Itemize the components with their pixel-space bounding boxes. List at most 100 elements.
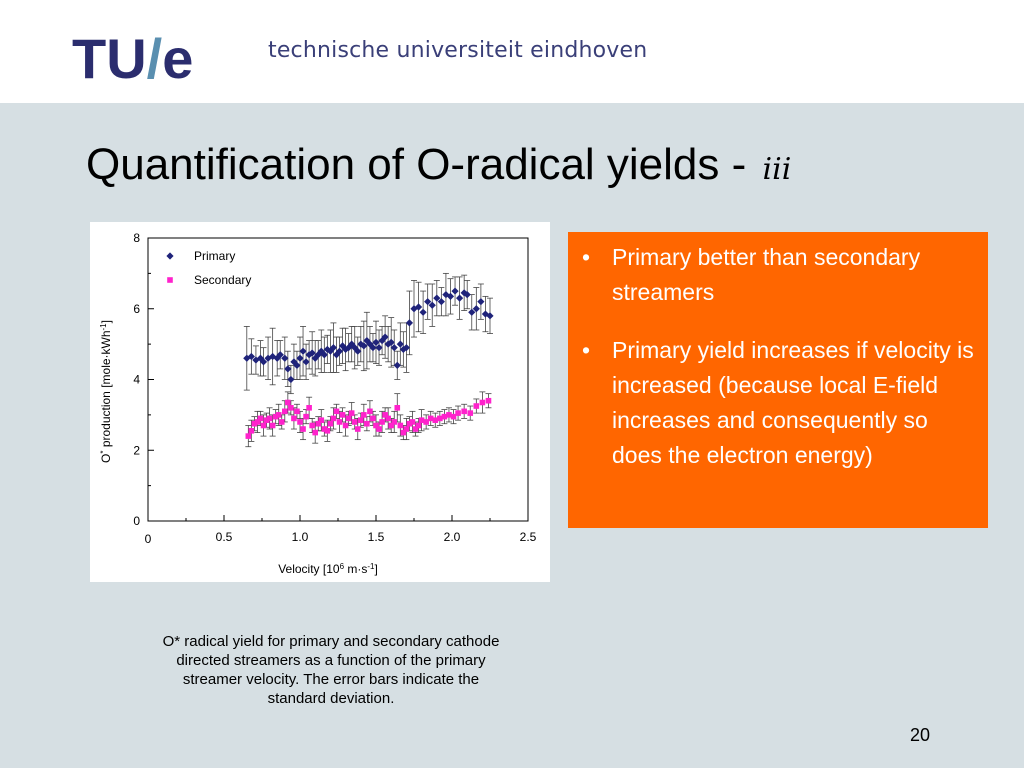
secondary-data-point xyxy=(379,419,385,425)
secondary-data-point xyxy=(342,422,349,429)
secondary-data-point xyxy=(318,417,325,423)
secondary-data-point xyxy=(432,417,439,423)
page-number: 20 xyxy=(910,725,931,745)
secondary-data-point xyxy=(406,420,413,427)
secondary-data-point xyxy=(309,422,315,429)
primary-data-point xyxy=(384,340,392,348)
bullet-box: • Primary better than secondary streamer… xyxy=(568,232,988,528)
primary-data-point xyxy=(460,289,468,297)
primary-data-point xyxy=(486,312,494,320)
x-tick-label: 0.5 xyxy=(216,530,233,544)
secondary-data-point xyxy=(376,426,382,432)
x-tick-label: 2.5 xyxy=(520,530,537,544)
primary-data-point xyxy=(338,342,347,350)
bullet-item: • Primary better than secondary streamer… xyxy=(578,240,978,310)
primary-data-point xyxy=(405,319,414,327)
secondary-data-point xyxy=(412,426,419,432)
secondary-data-point xyxy=(394,405,401,411)
secondary-data-point xyxy=(312,429,318,436)
secondary-data-point xyxy=(303,413,309,420)
primary-data-point xyxy=(360,342,368,350)
secondary-data-point xyxy=(441,413,448,420)
secondary-data-point xyxy=(339,412,346,418)
secondary-data-point xyxy=(257,415,264,422)
figure-caption: O* radical yield for primary and seconda… xyxy=(162,633,500,707)
secondary-data-point xyxy=(455,410,461,416)
secondary-data-point xyxy=(336,419,343,425)
x-tick-label: 1.5 xyxy=(368,530,385,544)
secondary-data-point xyxy=(437,415,443,422)
primary-data-point xyxy=(419,308,427,316)
primary-data-point xyxy=(308,349,316,357)
secondary-data-point xyxy=(418,417,425,423)
legend-marker-secondary xyxy=(167,277,173,283)
secondary-data-point xyxy=(251,420,258,427)
secondary-data-point xyxy=(388,422,394,429)
y-tick-label: 6 xyxy=(133,302,140,316)
secondary-data-point xyxy=(260,422,267,429)
secondary-data-point xyxy=(275,412,282,418)
secondary-data-point xyxy=(397,422,404,429)
secondary-data-point xyxy=(361,412,367,418)
secondary-data-point xyxy=(348,410,355,416)
secondary-data-point xyxy=(345,415,352,422)
primary-data-point xyxy=(375,344,383,352)
secondary-data-point xyxy=(403,426,410,432)
legend-label: Primary xyxy=(194,249,235,263)
legend-label: Secondary xyxy=(194,273,251,287)
primary-data-point xyxy=(393,361,401,369)
secondary-data-point xyxy=(282,408,288,415)
secondary-data-point xyxy=(324,427,331,434)
primary-data-point xyxy=(372,338,380,346)
scatter-chart: 0 0.5 1.0 1.5 2.0 2.5 0 2 4 6 8 Velocity [106 m·s-1… xyxy=(99,231,537,577)
secondary-data-point xyxy=(367,408,373,415)
y-axis-label: O* production [mole·kWh-1] xyxy=(99,320,114,463)
secondary-data-point xyxy=(461,408,467,415)
secondary-data-point xyxy=(294,408,300,415)
secondary-data-point xyxy=(263,417,270,423)
primary-data-point xyxy=(290,358,298,366)
secondary-data-point xyxy=(391,419,398,425)
secondary-data-point xyxy=(409,419,416,425)
secondary-data-point xyxy=(479,399,486,406)
secondary-data-point xyxy=(415,422,422,429)
primary-data-point xyxy=(351,344,359,352)
y-tick-label: 4 xyxy=(133,373,140,387)
secondary-data-point xyxy=(450,413,457,420)
primary-data-point xyxy=(414,303,423,311)
primary-data-point xyxy=(314,351,322,359)
secondary-data-point xyxy=(248,427,255,434)
primary-data-point xyxy=(396,340,404,348)
legend-marker-primary xyxy=(166,252,174,260)
primary-data-point xyxy=(252,356,260,364)
slide-title-main: Quantification of O-radical yields - xyxy=(86,140,747,189)
secondary-data-point xyxy=(285,399,291,406)
x-axis-label: Velocity [106 m·s-1] xyxy=(278,562,378,577)
primary-data-point xyxy=(302,358,310,366)
secondary-data-point xyxy=(278,419,285,425)
slide-header: TU/e technische universiteit eindhoven xyxy=(0,0,1024,103)
primary-data-point xyxy=(299,347,307,355)
primary-data-point xyxy=(357,340,365,348)
secondary-data-point xyxy=(254,419,261,425)
x-tick-label: 0 xyxy=(145,532,152,546)
primary-data-point xyxy=(366,340,374,348)
primary-data-point xyxy=(320,351,328,359)
secondary-data-point xyxy=(269,422,276,429)
secondary-data-point xyxy=(315,420,322,427)
primary-data-point xyxy=(472,305,480,313)
secondary-data-point xyxy=(400,429,407,436)
primary-data-point xyxy=(477,298,485,306)
primary-data-point xyxy=(402,344,410,352)
secondary-data-point xyxy=(327,420,334,427)
secondary-data-point xyxy=(485,397,492,404)
primary-data-point xyxy=(259,358,268,366)
secondary-data-point xyxy=(288,405,294,411)
primary-data-point xyxy=(284,365,292,373)
primary-data-point xyxy=(381,333,389,341)
secondary-data-point xyxy=(473,403,480,409)
secondary-data-point xyxy=(272,413,279,420)
secondary-data-point xyxy=(300,426,306,432)
bullet-dot: • xyxy=(582,337,591,363)
secondary-data-point xyxy=(297,419,303,425)
